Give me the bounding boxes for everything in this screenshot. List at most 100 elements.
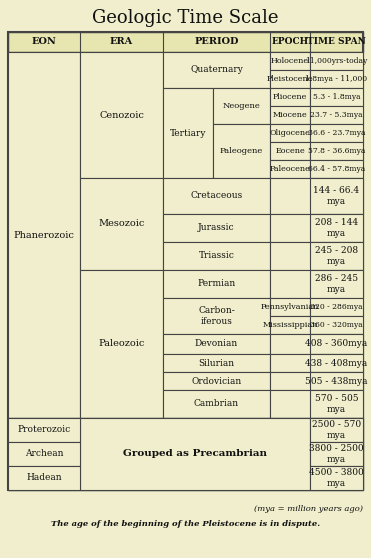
Text: Carbon-
iferous: Carbon- iferous <box>198 306 235 326</box>
Bar <box>310 270 363 298</box>
Bar <box>270 298 310 316</box>
Text: Triassic: Triassic <box>198 252 234 261</box>
Text: 36.6 - 23.7mya: 36.6 - 23.7mya <box>308 129 365 137</box>
Text: 286 - 245
mya: 286 - 245 mya <box>315 275 358 294</box>
Text: Tertiary: Tertiary <box>170 128 206 137</box>
Bar <box>163 214 270 242</box>
Bar <box>270 160 310 178</box>
Bar <box>310 242 363 270</box>
Text: 66.4 - 57.8mya: 66.4 - 57.8mya <box>308 165 365 173</box>
Bar <box>163 270 270 298</box>
Bar <box>310 178 363 214</box>
Bar <box>270 372 363 390</box>
Bar <box>163 372 270 390</box>
Bar <box>310 160 363 178</box>
Bar <box>8 32 363 490</box>
Bar <box>80 270 163 418</box>
Text: 144 - 66.4
mya: 144 - 66.4 mya <box>313 186 359 206</box>
Bar <box>270 88 310 106</box>
Text: 245 - 208
mya: 245 - 208 mya <box>315 246 358 266</box>
Text: (mya = million years ago): (mya = million years ago) <box>254 505 363 513</box>
Bar <box>163 178 270 214</box>
Text: Pleistocene: Pleistocene <box>267 75 313 83</box>
Text: 23.7 - 5.3mya: 23.7 - 5.3mya <box>310 111 363 119</box>
Text: 505 - 438mya: 505 - 438mya <box>305 377 368 386</box>
Text: 5.3 - 1.8mya: 5.3 - 1.8mya <box>313 93 360 101</box>
Bar <box>310 316 363 334</box>
Bar <box>310 466 363 490</box>
Text: 4500 - 3800
mya: 4500 - 3800 mya <box>309 468 364 488</box>
Text: Cambrian: Cambrian <box>194 400 239 408</box>
Text: TIME SPAN: TIME SPAN <box>307 37 366 46</box>
Bar <box>310 334 363 354</box>
Text: Jurassic: Jurassic <box>198 224 235 233</box>
Text: Pliocene: Pliocene <box>273 93 307 101</box>
Bar <box>8 442 80 466</box>
Bar <box>8 466 80 490</box>
Bar <box>310 372 363 390</box>
Bar <box>163 334 270 354</box>
Bar <box>163 298 270 334</box>
Bar <box>310 142 363 160</box>
Text: Silurian: Silurian <box>198 358 234 368</box>
Text: Archean: Archean <box>25 450 63 459</box>
Text: 438 - 408mya: 438 - 408mya <box>305 358 368 368</box>
Text: Devonian: Devonian <box>195 339 238 349</box>
Bar <box>163 242 270 270</box>
Bar <box>310 354 363 372</box>
Text: Paleocene: Paleocene <box>270 165 311 173</box>
Text: PERIOD: PERIOD <box>194 37 239 46</box>
Bar <box>8 32 363 52</box>
Bar <box>163 354 270 372</box>
Bar <box>310 70 363 88</box>
Bar <box>310 442 363 466</box>
Bar <box>270 334 363 354</box>
Text: Grouped as Precambrian: Grouped as Precambrian <box>123 450 267 459</box>
Bar <box>270 70 310 88</box>
Text: Oligocene: Oligocene <box>270 129 311 137</box>
Text: Miocene: Miocene <box>273 111 308 119</box>
Text: 208 - 144
mya: 208 - 144 mya <box>315 218 358 238</box>
Text: Cretaceous: Cretaceous <box>190 191 243 200</box>
Text: Paleozoic: Paleozoic <box>98 339 145 349</box>
Bar <box>310 418 363 442</box>
Text: Mesozoic: Mesozoic <box>98 219 145 228</box>
Bar <box>80 418 310 490</box>
Bar <box>310 298 363 316</box>
Bar <box>163 88 213 178</box>
Text: The age of the beginning of the Pleistocene is in dispute.: The age of the beginning of the Pleistoc… <box>51 520 320 528</box>
Text: 408 - 360mya: 408 - 360mya <box>305 339 368 349</box>
Text: Holocene: Holocene <box>271 57 309 65</box>
Bar <box>310 88 363 106</box>
Bar <box>270 106 310 124</box>
Text: Mississippian: Mississippian <box>262 321 318 329</box>
Text: Ordovician: Ordovician <box>191 377 242 386</box>
Text: Neogene: Neogene <box>223 102 260 110</box>
Bar <box>310 52 363 70</box>
Bar <box>80 178 163 270</box>
Bar <box>310 214 363 242</box>
Bar <box>80 52 163 178</box>
Text: Geologic Time Scale: Geologic Time Scale <box>92 9 279 27</box>
Text: Cenozoic: Cenozoic <box>99 110 144 119</box>
Text: EON: EON <box>32 37 56 46</box>
Bar <box>270 242 363 270</box>
Bar <box>270 354 363 372</box>
Text: Hadean: Hadean <box>26 474 62 483</box>
Text: 3800 - 2500
mya: 3800 - 2500 mya <box>309 444 364 464</box>
Text: Permian: Permian <box>197 280 236 288</box>
Bar <box>270 214 363 242</box>
Text: Eocene: Eocene <box>275 147 305 155</box>
Text: Phanerozoic: Phanerozoic <box>14 230 75 239</box>
Bar <box>163 390 270 418</box>
Bar <box>8 418 80 442</box>
Bar <box>213 88 270 124</box>
Bar <box>270 178 363 214</box>
Bar <box>270 52 310 70</box>
Text: EPOCH: EPOCH <box>272 37 309 46</box>
Bar <box>8 418 363 490</box>
Text: 11,000yrs-today: 11,000yrs-today <box>305 57 368 65</box>
Text: 570 - 505
mya: 570 - 505 mya <box>315 395 358 413</box>
Bar <box>270 124 310 142</box>
Bar <box>8 52 80 418</box>
